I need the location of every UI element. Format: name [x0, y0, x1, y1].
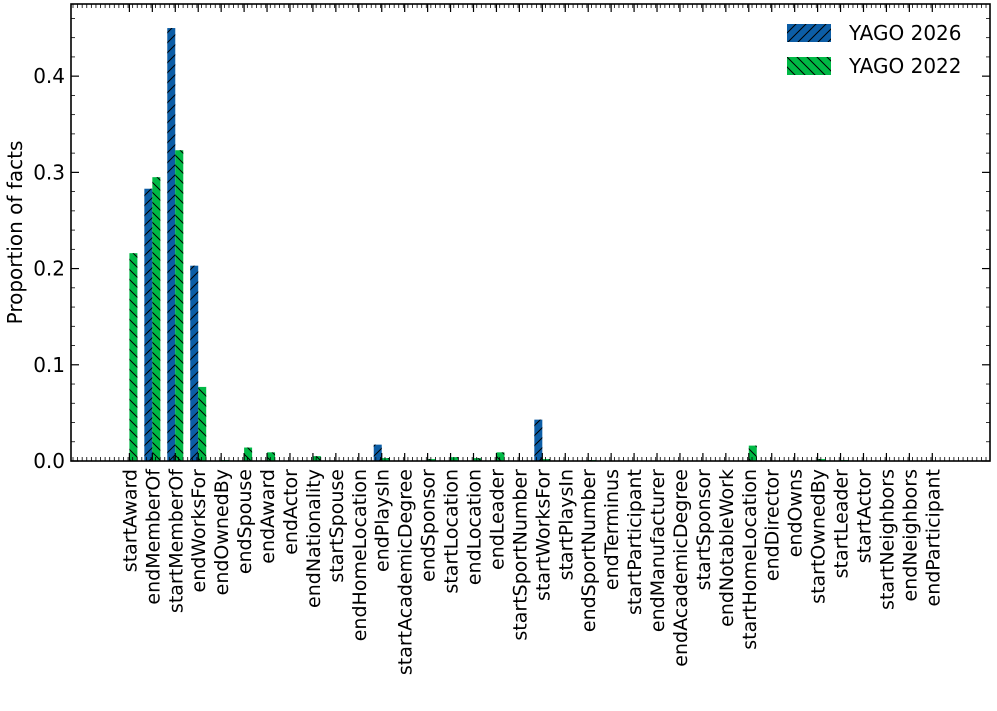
bar-yago-2026-startMemberOf [167, 28, 176, 461]
x-tick-label: endActor [280, 469, 302, 555]
bar-hatch [496, 452, 505, 461]
bar-yago-2022-startMemberOf [175, 150, 184, 462]
bar-hatch [312, 456, 321, 461]
x-tick-label: endDirector [762, 469, 784, 581]
x-tick-label: endTerminus [601, 469, 623, 590]
bar-hatch [267, 452, 276, 461]
x-tick-label: startHomeLocation [739, 469, 761, 650]
y-tick-label: 0.2 [33, 257, 65, 281]
bar-hatch [427, 459, 436, 461]
bar-yago-2022-endSpouse [244, 447, 253, 461]
bar-hatch [190, 265, 199, 461]
bar-hatch [373, 444, 382, 461]
x-tick-label: startPlaysIn [555, 469, 577, 580]
bar-yago-2026-endPlaysIn [373, 444, 382, 461]
x-tick-label: endNotableWork [716, 469, 738, 627]
bar-hatch [542, 459, 551, 461]
bar-hatch [144, 188, 153, 461]
bars-layer [129, 28, 849, 462]
bar-hatch [198, 386, 207, 461]
bar-yago-2026-startWorksFor [534, 419, 543, 461]
bar-hatch [473, 458, 482, 461]
plot-frame [70, 3, 991, 462]
x-tick-label: startLocation [441, 469, 463, 594]
bar-yago-2026-endWorksFor [190, 265, 199, 461]
bar-hatch [817, 459, 826, 461]
x-tick-label: startNeighbors [876, 469, 898, 610]
y-tick-label: 0.1 [33, 353, 65, 377]
x-tick-label: endPlaysIn [372, 469, 394, 572]
legend-hatch-yago-2022 [787, 57, 831, 75]
bar-hatch [244, 447, 253, 461]
legend-label-yago-2022: YAGO 2022 [848, 54, 962, 78]
bar-yago-2026-endMemberOf [144, 188, 153, 461]
bar-hatch [152, 177, 161, 461]
x-tick-label: startSportNumber [509, 469, 531, 641]
x-tick-label: endHomeLocation [349, 469, 371, 641]
y-tick-label: 0.3 [33, 160, 65, 184]
x-tick-label: startParticipant [624, 469, 646, 615]
legend-hatch-yago-2026 [787, 24, 831, 42]
bar-hatch [129, 253, 138, 461]
x-tick-label: endAcademicDegree [670, 469, 692, 667]
x-tick-label: endParticipant [922, 469, 944, 607]
x-tick-label: endSponsor [418, 469, 440, 582]
bar-hatch [381, 458, 390, 461]
bar-yago-2022-startLocation [450, 457, 459, 461]
bar-yago-2022-endLeader [496, 452, 505, 461]
x-tick-label: startOwnedBy [808, 469, 830, 604]
bar-hatch [167, 28, 176, 461]
bar-yago-2022-endWorksFor [198, 386, 207, 461]
bar-hatch [534, 419, 543, 461]
y-tick-label: 0.4 [33, 64, 65, 88]
x-tick-label: startSpouse [326, 469, 348, 583]
x-tick-label: startActor [853, 469, 875, 563]
x-tick-label: startSponsor [693, 469, 715, 591]
x-tick-label: endAward [257, 469, 279, 564]
bar-yago-2022-startWorksFor [542, 459, 551, 461]
x-tick-label: startLeader [831, 469, 853, 579]
bar-yago-2022-startAward [129, 253, 138, 461]
bar-yago-2022-startOwnedBy [817, 459, 826, 461]
x-tick-label: endWorksFor [188, 469, 210, 593]
x-tick-label: endSpouse [234, 469, 256, 574]
x-tick-label: endOwns [785, 469, 807, 557]
x-tick-label: endManufacturer [647, 469, 669, 632]
x-tick-label: endLocation [464, 469, 486, 585]
x-tick-label: endNeighbors [899, 469, 921, 601]
x-tick-label: endMemberOf [142, 468, 164, 605]
x-tick-label: startMemberOf [165, 468, 187, 613]
bar-hatch [450, 457, 459, 461]
legend-label-yago-2026: YAGO 2026 [848, 21, 962, 45]
x-tick-label: startWorksFor [532, 469, 554, 601]
bar-yago-2022-endSponsor [427, 459, 436, 461]
bar-hatch [175, 150, 184, 462]
y-tick-label: 0.0 [33, 449, 65, 473]
bar-yago-2022-startHomeLocation [748, 445, 757, 461]
legend: YAGO 2026 YAGO 2022 [787, 21, 962, 78]
x-tick-label: endNationality [303, 469, 325, 608]
x-tick-label: startAward [119, 469, 141, 572]
bar-yago-2022-endMemberOf [152, 177, 161, 461]
y-axis-title: Proportion of facts [3, 141, 27, 325]
x-tick-label: endOwnedBy [211, 469, 233, 595]
bar-yago-2022-endNationality [312, 456, 321, 461]
x-tick-label: endSportNumber [578, 469, 600, 632]
bar-yago-2022-endAward [267, 452, 276, 461]
bar-yago-2022-endLocation [473, 458, 482, 461]
x-tick-label: endLeader [486, 469, 508, 570]
bar-hatch [748, 445, 757, 461]
bar-yago-2022-endPlaysIn [381, 458, 390, 461]
x-tick-label: startAcademicDegree [395, 469, 417, 675]
